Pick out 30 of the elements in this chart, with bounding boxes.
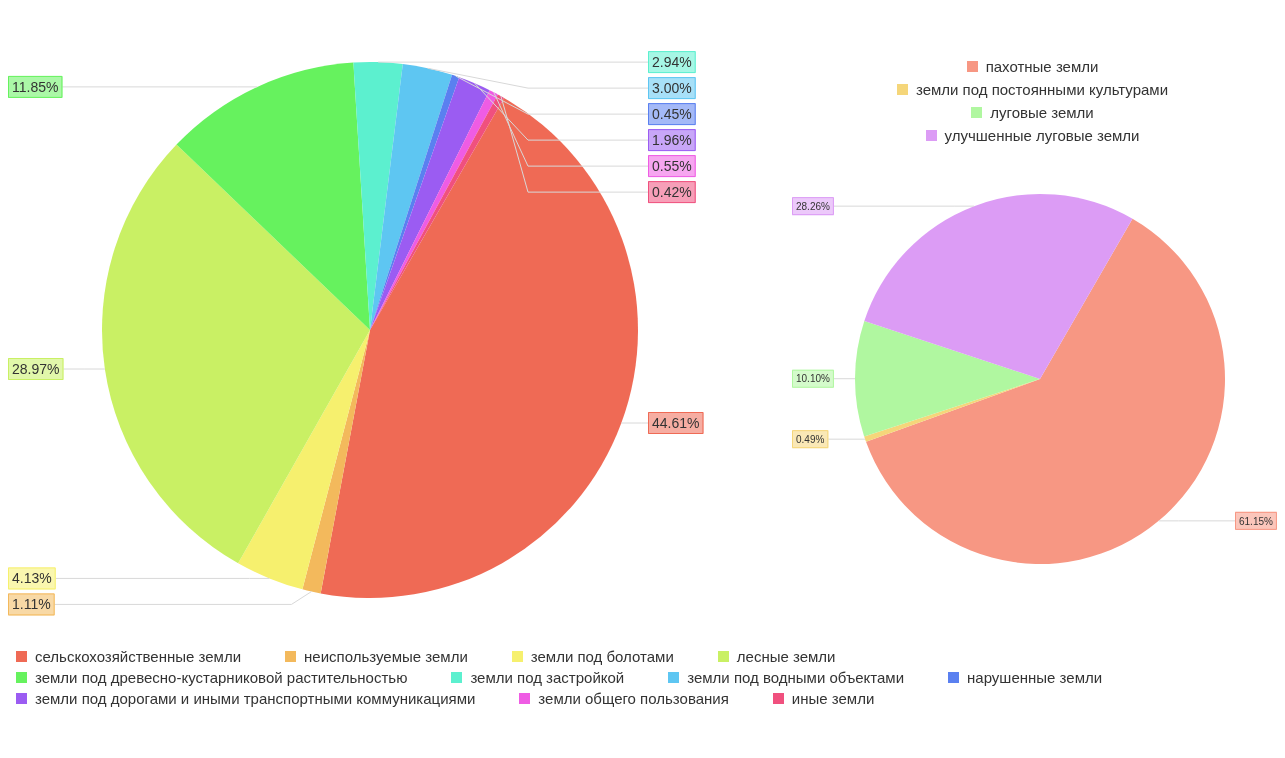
- data-label: 0.45%: [652, 105, 692, 122]
- legend-label: лесные земли: [736, 648, 836, 665]
- legend-label: нарушенные земли: [967, 669, 1103, 686]
- legend-label: земли под постоянными культурами: [915, 81, 1169, 98]
- legend-label: улучшенные луговые земли: [944, 127, 1140, 144]
- legend-label: неиспользуемые земли: [304, 648, 468, 665]
- legend-label: земли под болотами: [530, 648, 674, 665]
- legend-label: пахотные земли: [985, 58, 1099, 75]
- legend-label: сельскохозяйственные земли: [35, 648, 242, 665]
- data-label: 2.94%: [652, 53, 692, 70]
- data-label: 1.96%: [652, 131, 692, 148]
- data-label: 10.10%: [796, 373, 831, 385]
- legend-label: иные земли: [791, 690, 875, 707]
- data-label: 44.61%: [652, 414, 700, 431]
- data-label: 0.55%: [652, 157, 692, 174]
- data-label: 1.11%: [12, 596, 51, 613]
- legend-label: земли под дорогами и иными транспортными коммуникациями: [35, 690, 476, 707]
- data-label: 61.15%: [1239, 515, 1274, 527]
- legend-label: земли общего пользования: [538, 690, 729, 707]
- data-label: 0.49%: [796, 433, 825, 445]
- legend-label: земли под застройкой: [470, 669, 625, 686]
- data-label: 4.13%: [12, 570, 52, 587]
- legend-label: луговые земли: [990, 104, 1094, 121]
- data-label: 11.85%: [12, 78, 59, 95]
- data-label: 0.42%: [652, 183, 692, 200]
- data-label: 3.00%: [652, 79, 692, 96]
- legend-label: земли под водными объектами: [687, 669, 905, 686]
- legend-label: земли под древесно-кустарниковой растительностью: [35, 669, 408, 686]
- data-label: 28.26%: [796, 200, 831, 212]
- data-label: 28.97%: [12, 360, 60, 377]
